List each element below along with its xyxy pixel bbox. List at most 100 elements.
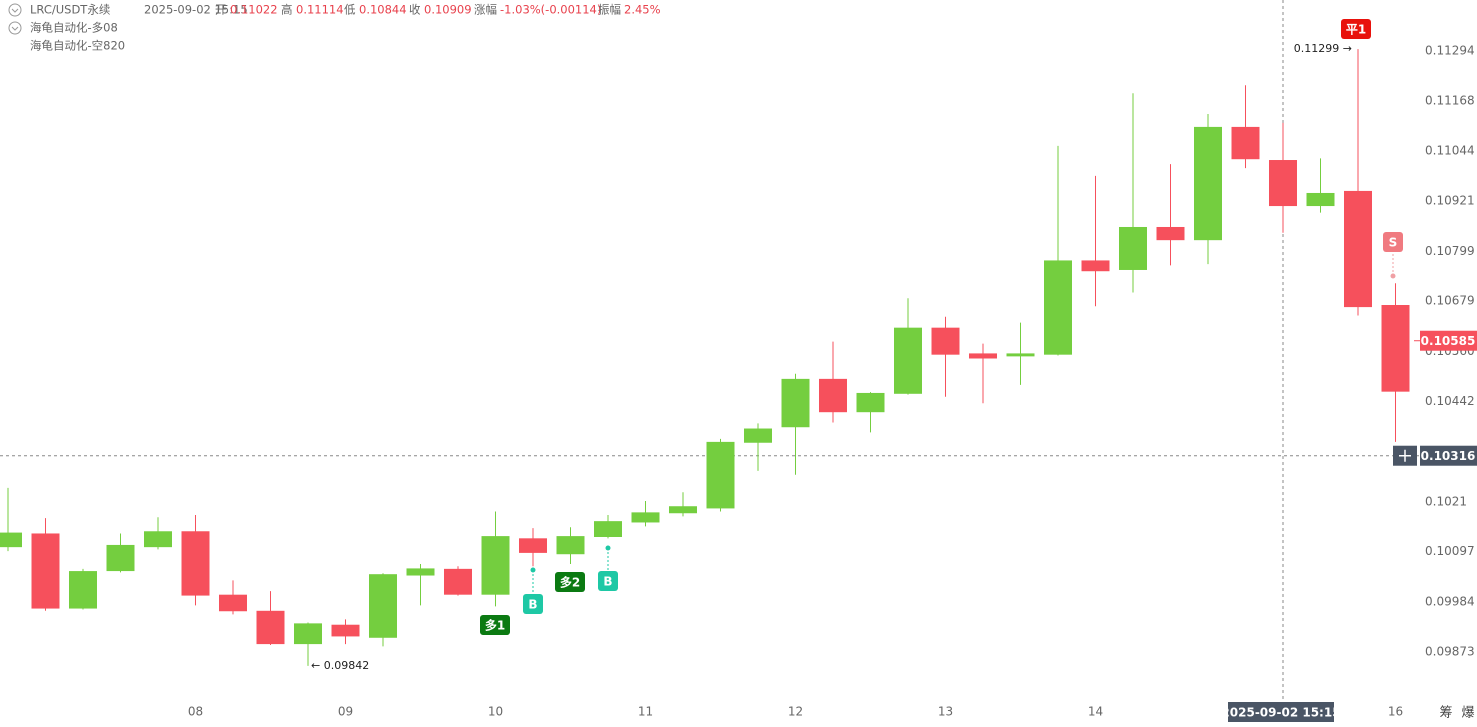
signal-badge — [1383, 232, 1403, 252]
field-value: 2.45% — [624, 3, 661, 17]
candle-body — [1156, 226, 1185, 241]
indicator[interactable]: 海龟自动化-多08 — [30, 21, 118, 35]
signal-dot — [605, 545, 611, 551]
candle-body — [1231, 126, 1260, 160]
candle-body — [1344, 190, 1372, 308]
chevron — [11, 26, 19, 31]
candle-body — [444, 568, 472, 595]
candle-body — [669, 506, 697, 514]
candle-body — [1006, 353, 1035, 357]
y-tick-label: 0.10921 — [1425, 194, 1475, 208]
crosshair-price: 0.10316 — [1421, 449, 1476, 463]
toolbar-button[interactable]: 爆 — [1461, 706, 1474, 721]
y-tick-label: 0.10442 — [1425, 394, 1475, 408]
candle-body — [0, 532, 22, 548]
field-value: -1.03%(-0.00114) — [500, 3, 601, 17]
x-tick-label: 09 — [338, 705, 353, 719]
candle-body — [256, 610, 285, 645]
chevron — [11, 8, 19, 13]
y-tick-label: 0.1021 — [1425, 494, 1467, 508]
candle-body — [1044, 260, 1072, 355]
field-value: 0.11022 — [230, 3, 278, 17]
candle-body — [406, 568, 435, 576]
symbol: LRC/USDT永续 — [30, 3, 110, 17]
indicator[interactable]: 海龟自动化-空820 — [30, 39, 125, 53]
candle-body — [294, 623, 322, 645]
candle-body — [519, 538, 547, 553]
candle-body — [856, 392, 885, 413]
y-tick-label: 0.09984 — [1425, 594, 1475, 608]
signal-badge — [598, 571, 618, 591]
last-price-label: 0.10585 — [1421, 334, 1476, 348]
candle-body — [556, 536, 585, 555]
candle-body — [1119, 226, 1147, 270]
candle-body — [1381, 305, 1410, 392]
candle-body — [631, 512, 660, 523]
candle-body — [594, 521, 622, 537]
crosshair-price-box — [1420, 445, 1477, 466]
last-price-tag — [1420, 330, 1477, 351]
candle-body — [331, 624, 360, 637]
x-tick-label: 14 — [1088, 705, 1103, 719]
field-label: 涨幅 — [474, 3, 497, 17]
signal-badge — [1341, 19, 1371, 39]
candle-body — [481, 536, 510, 595]
signal-badge — [523, 594, 543, 614]
max-label: 0.11299 → — [1294, 42, 1352, 55]
header: LRC/USDT永续 2025-09-02 15:15 开 0.11022 高 … — [8, 3, 661, 53]
time: 2025-09-02 15:15 — [144, 3, 248, 17]
field-label: 振幅 — [598, 3, 621, 17]
candle-body — [369, 574, 397, 638]
y-tick-label: 0.11294 — [1425, 44, 1475, 58]
candle-body — [969, 353, 997, 359]
field-label: 收 — [409, 3, 421, 17]
signal-label: B — [528, 598, 537, 612]
crosshair-time: 2025-09-02 15:15 — [1221, 706, 1340, 720]
candle-body — [1269, 160, 1297, 207]
x-tick-label: 10 — [488, 705, 503, 719]
x-tick-label: 12 — [788, 705, 803, 719]
candle-body — [31, 533, 60, 609]
signal-badge — [555, 572, 585, 592]
field-label: 高 — [281, 3, 293, 17]
x-tick-label: 13 — [938, 705, 953, 719]
candle-body — [1194, 126, 1222, 241]
signal-label: 多1 — [485, 618, 505, 633]
x-tick-label: 16 — [1388, 705, 1403, 719]
crosshair-time-box — [1228, 702, 1334, 722]
candle-body — [1306, 192, 1335, 207]
candle-body — [706, 441, 735, 509]
signal-label: 平1 — [1346, 23, 1366, 37]
field-label: 低 — [344, 3, 356, 17]
collapse-icon[interactable] — [8, 21, 22, 35]
signal-dot — [1390, 273, 1396, 279]
min-label: ← 0.09842 — [311, 659, 369, 672]
candle-body — [931, 327, 960, 355]
signal-label: 多2 — [560, 575, 580, 590]
signal-badge — [480, 615, 510, 635]
x-tick-label: 08 — [188, 705, 203, 719]
field-value: 0.11114 — [296, 3, 344, 17]
x-tick-label: 11 — [638, 705, 653, 719]
y-tick-label: 0.10097 — [1425, 544, 1475, 558]
y-tick-label: 0.11168 — [1425, 94, 1475, 108]
candle-body — [819, 378, 847, 413]
signal-label: S — [1389, 236, 1398, 250]
candle-body — [781, 378, 810, 428]
field-label: 开 — [215, 3, 227, 17]
y-tick-label: 0.10679 — [1425, 294, 1475, 308]
y-tick-label: 0.11044 — [1425, 144, 1475, 158]
candle-body — [1081, 260, 1110, 272]
field-value: 0.10909 — [424, 3, 472, 17]
signal-dot — [530, 567, 536, 573]
candle-body — [144, 531, 172, 548]
field-value: 0.10844 — [359, 3, 407, 17]
crosshair-plus — [1399, 449, 1411, 462]
candle-body — [219, 594, 247, 612]
candle-body — [894, 327, 922, 394]
toolbar-button[interactable]: 筹 — [1439, 705, 1452, 721]
signal-label: B — [603, 575, 612, 589]
collapse-icon[interactable] — [8, 3, 22, 17]
